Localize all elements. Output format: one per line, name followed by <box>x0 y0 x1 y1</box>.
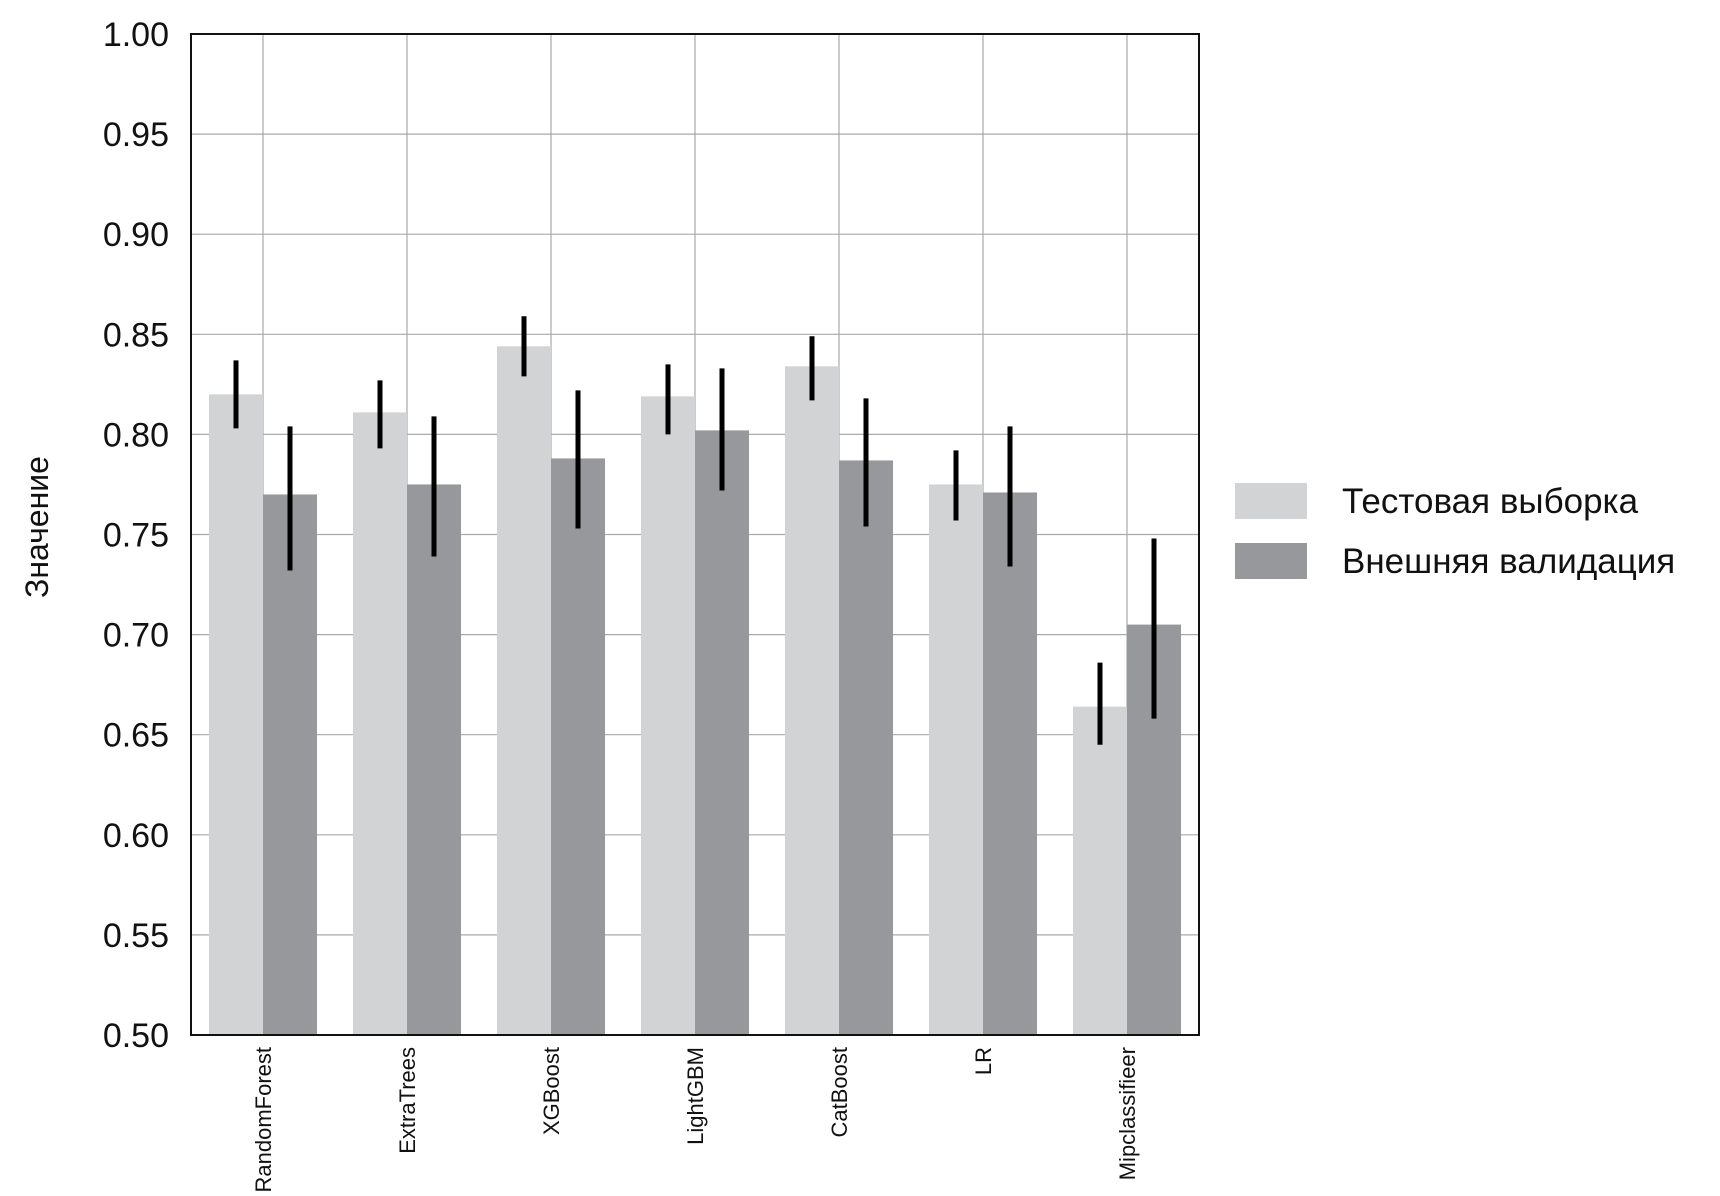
y-tick-label: 0.75 <box>103 517 169 555</box>
bar-test <box>353 412 407 1035</box>
y-tick-label: 0.95 <box>103 116 169 154</box>
legend-label: Тестовая выборка <box>1342 482 1639 521</box>
bar-test <box>497 346 551 1035</box>
legend-swatch <box>1235 483 1307 519</box>
bar-test <box>209 394 263 1035</box>
x-tick-label: LightGBM <box>683 1047 708 1145</box>
bar-external <box>407 484 461 1035</box>
bar-test <box>641 396 695 1035</box>
legend-swatch <box>1235 543 1307 579</box>
y-tick-label: 0.55 <box>103 917 169 955</box>
bar-test <box>785 366 839 1035</box>
bar-external <box>839 460 893 1035</box>
x-axis-ticks: RandomForest ExtraTrees XGBoost LightGBM Cat… <box>251 1047 1140 1193</box>
y-tick-label: 0.80 <box>103 416 169 454</box>
x-tick-label: RandomForest <box>251 1047 276 1191</box>
bar-external <box>695 430 749 1035</box>
y-axis-ticks: 0.50 0.55 0.60 0.65 0.70 0.75 0.80 0.85 0.90 0.95… <box>103 16 169 1055</box>
plot-frame <box>190 33 1200 1036</box>
x-tick-label: Mipclassifieer <box>1115 1047 1140 1180</box>
legend: Тестовая выборка Внешняя валидация <box>1235 482 1675 581</box>
error-bars <box>233 316 1157 745</box>
bar-external <box>551 458 605 1035</box>
x-tick-label: LR <box>971 1047 996 1075</box>
bar-test <box>1073 706 1127 1035</box>
y-tick-label: 0.60 <box>103 817 169 855</box>
bar-test <box>929 484 983 1035</box>
y-tick-label: 0.90 <box>103 216 169 254</box>
y-tick-label: 0.85 <box>103 316 169 354</box>
y-tick-label: 1.00 <box>103 16 169 54</box>
bars <box>209 346 1181 1036</box>
y-axis-label: Значение <box>19 456 55 598</box>
y-tick-label: 0.50 <box>103 1017 169 1055</box>
bar-external <box>263 494 317 1036</box>
y-tick-label: 0.65 <box>103 717 169 755</box>
legend-label: Внешняя валидация <box>1342 542 1675 581</box>
x-tick-label: XGBoost <box>539 1047 564 1135</box>
y-tick-label: 0.70 <box>103 617 169 655</box>
bar-external <box>983 492 1037 1035</box>
x-tick-label: CatBoost <box>827 1047 852 1138</box>
x-tick-label: ExtraTrees <box>395 1047 420 1154</box>
